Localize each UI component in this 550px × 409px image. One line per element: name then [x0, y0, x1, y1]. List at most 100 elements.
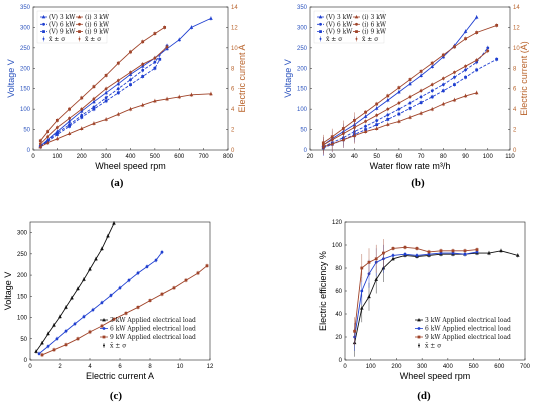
- data-point: [408, 101, 412, 105]
- legend-marker: [417, 335, 421, 339]
- data-point: [64, 305, 68, 309]
- data-point: [464, 75, 467, 79]
- series-line: [39, 27, 165, 142]
- data-point: [419, 89, 423, 93]
- series-2: [38, 43, 169, 149]
- data-point: [46, 130, 50, 134]
- legend-marker: [319, 22, 322, 26]
- legend-label: (i) 6 kW: [362, 21, 387, 28]
- legend-marker: [42, 30, 45, 33]
- data-point: [116, 87, 120, 91]
- data-point: [92, 107, 96, 111]
- data-point: [148, 299, 152, 302]
- chart-panel-4: 0 100 200 300 400 500 600 700 0 20 40 60 80 100 120 Whe…: [318, 220, 531, 402]
- data-point: [116, 79, 120, 82]
- data-point: [153, 66, 157, 70]
- data-point: [464, 68, 467, 72]
- right-y-tick-label: 8: [231, 66, 235, 72]
- series-line: [35, 223, 115, 352]
- data-point: [136, 305, 140, 309]
- x-tick-label: 500: [469, 364, 480, 370]
- data-point: [464, 64, 467, 68]
- data-point: [397, 119, 401, 123]
- data-point: [209, 16, 213, 20]
- series-line: [323, 24, 497, 144]
- legend-label: x̄ ± σ: [49, 36, 65, 43]
- data-point: [55, 126, 59, 129]
- series-line: [40, 45, 168, 147]
- panel-label: (a): [111, 177, 124, 189]
- data-point: [419, 101, 423, 105]
- series-5: [38, 44, 169, 147]
- series-line: [39, 46, 168, 145]
- series-4: [321, 90, 479, 155]
- y-tick-label: 300: [20, 25, 31, 31]
- data-point: [129, 70, 132, 74]
- legend-marker: [41, 15, 46, 19]
- data-point: [145, 265, 149, 268]
- legend-label: x̄ ± σ: [110, 343, 126, 350]
- legend-label: (V) 9 kW: [49, 29, 76, 36]
- right-y-tick-label: 4: [513, 107, 517, 113]
- data-point: [495, 57, 499, 61]
- data-point: [165, 45, 169, 49]
- y-tick-label: 150: [17, 294, 28, 300]
- data-point: [374, 257, 378, 261]
- panel-label: (c): [110, 390, 123, 402]
- x-tick-label: 0: [31, 154, 35, 160]
- x-tick-label: 10: [177, 364, 184, 370]
- data-point: [37, 352, 41, 356]
- series-3: [353, 239, 479, 346]
- x-tick-label: 6: [118, 364, 122, 370]
- data-point: [129, 83, 132, 87]
- data-point: [374, 277, 378, 281]
- data-point: [136, 271, 140, 275]
- data-point: [55, 118, 59, 122]
- data-point: [68, 116, 71, 120]
- x-tick-label: 90: [462, 154, 469, 160]
- data-point: [397, 112, 401, 116]
- data-point: [374, 106, 379, 110]
- data-point: [430, 83, 434, 87]
- y-tick-label: 100: [297, 107, 308, 113]
- data-point: [464, 37, 467, 41]
- x-tick-label: 80: [440, 154, 447, 160]
- data-point: [441, 89, 445, 93]
- legend: (V) 3 kW(V) 6 kW(V) 9 kWx̄ ± σ(i) 3 kW(i…: [313, 10, 387, 44]
- data-point: [430, 95, 434, 99]
- data-point: [140, 103, 145, 107]
- series-line: [323, 50, 489, 146]
- data-point: [439, 249, 443, 253]
- legend-marker: [77, 15, 82, 19]
- series-3: [321, 57, 499, 156]
- legend-label: x̄ ± σ: [326, 36, 342, 43]
- data-point: [408, 95, 412, 99]
- legend: 3 kW Applied electrical load 6 kW Applied…: [415, 317, 511, 350]
- legend-label: (i) 9 kW: [85, 29, 110, 36]
- data-point: [360, 306, 364, 310]
- data-point: [403, 252, 407, 256]
- data-point: [386, 107, 390, 111]
- data-point: [100, 301, 104, 305]
- right-y-tick-label: 14: [513, 5, 520, 11]
- y-tick-label: 200: [17, 273, 28, 279]
- data-point: [154, 258, 158, 262]
- data-point: [374, 126, 379, 130]
- right-y-tick-label: 10: [513, 46, 520, 52]
- data-point: [375, 113, 379, 117]
- legend-marker: [417, 327, 421, 330]
- series-3: [40, 263, 209, 358]
- data-point: [375, 123, 379, 127]
- data-point: [430, 61, 434, 65]
- data-point: [92, 121, 96, 125]
- legend-label: 3 kW Applied electrical load: [425, 317, 511, 324]
- data-point: [80, 96, 84, 100]
- data-point: [92, 99, 96, 104]
- data-point: [430, 89, 434, 93]
- x-tick-label: 110: [505, 154, 515, 160]
- data-point: [451, 249, 455, 253]
- x-tick-label: 400: [443, 364, 454, 370]
- data-point: [391, 256, 395, 261]
- data-point: [177, 37, 182, 42]
- data-point: [386, 117, 390, 121]
